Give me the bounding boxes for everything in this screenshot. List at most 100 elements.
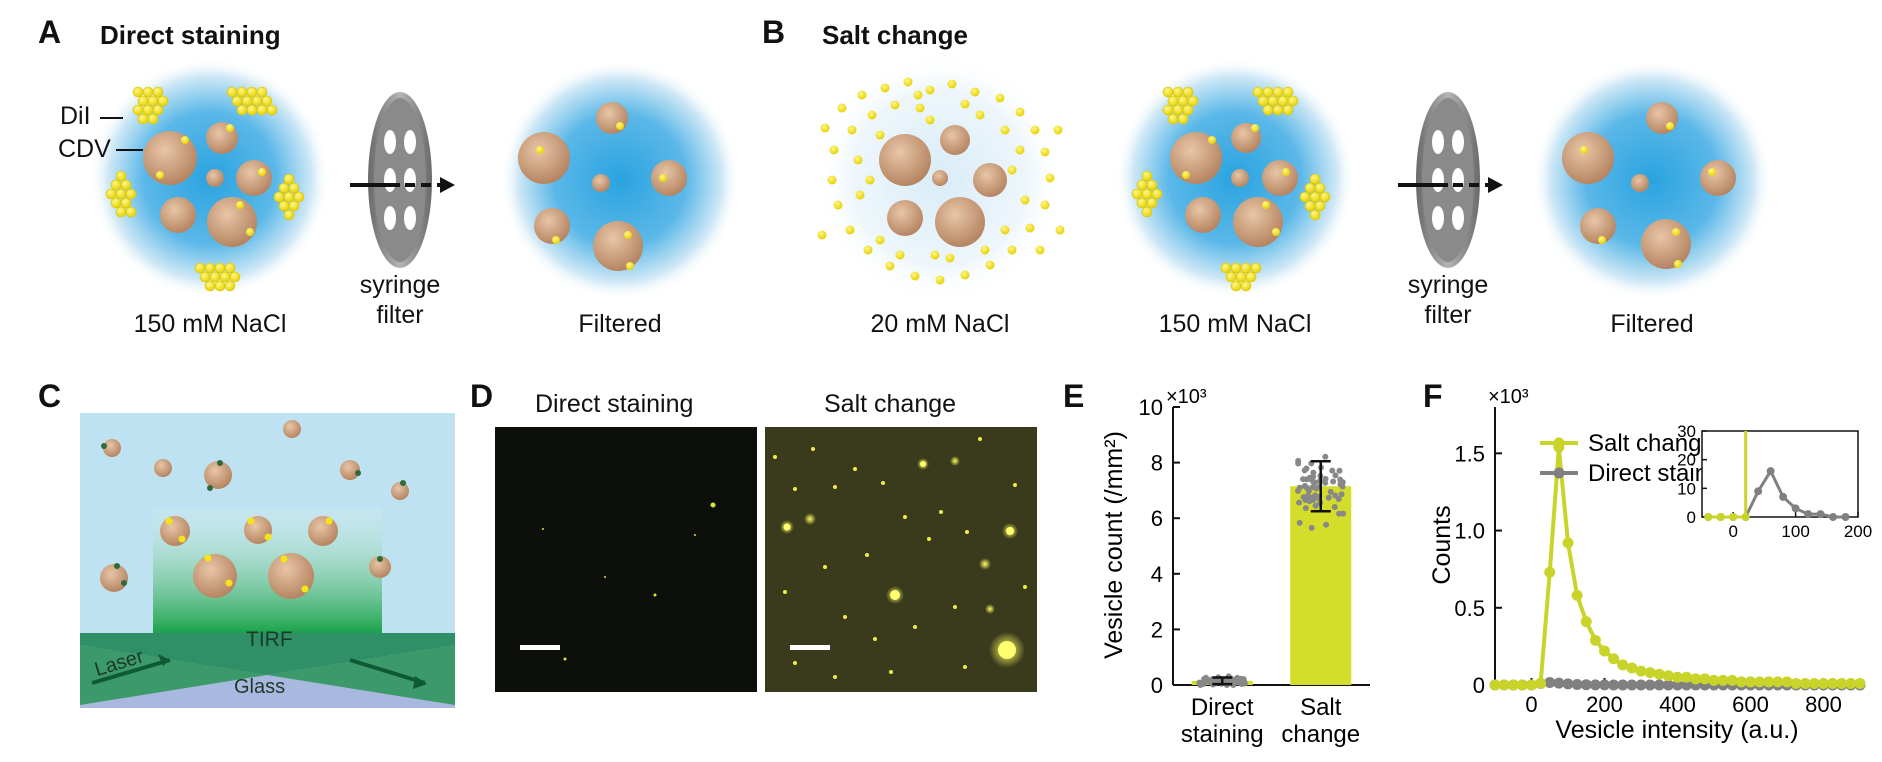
- e-data-point: [1296, 519, 1303, 526]
- f-inset-x-tick-label: 100: [1781, 522, 1809, 541]
- f-exponent-label: ×10³: [1488, 386, 1529, 408]
- f-inset-data-point: [1791, 504, 1800, 513]
- f-data-point: [1544, 566, 1556, 578]
- filter-arrow-a-icon: [350, 177, 455, 193]
- panel-a-title: Direct staining: [100, 20, 281, 50]
- panel-f-label: F: [1423, 378, 1443, 414]
- f-data-point: [1772, 676, 1784, 688]
- f-data-point: [1644, 667, 1656, 679]
- schematic-ab: [90, 53, 1772, 303]
- e-data-point: [1322, 453, 1329, 460]
- e-data-point: [1325, 494, 1332, 501]
- f-inset-data-point: [1816, 510, 1825, 519]
- f-data-point: [1653, 668, 1665, 680]
- f-data-point: [1589, 679, 1601, 691]
- f-inset-data-point: [1704, 513, 1713, 521]
- e-data-point: [1336, 467, 1343, 474]
- e-data-point: [1332, 472, 1339, 479]
- filter-caption-line2: filter: [1424, 301, 1472, 329]
- panel-c-label: C: [38, 378, 62, 414]
- f-data-point: [1845, 677, 1857, 689]
- f-data-point: [1763, 676, 1775, 688]
- f-data-point: [1535, 677, 1547, 689]
- panel-d-left-title: Direct staining: [535, 390, 694, 418]
- e-category-label: Salt: [1300, 694, 1342, 721]
- f-data-point: [1599, 645, 1610, 657]
- f-data-point: [1790, 677, 1802, 689]
- e-y-tick-label: 0: [1151, 673, 1163, 698]
- f-inset-y-tick-label: 30: [1677, 422, 1696, 441]
- chart-e: 0 2 4 6 8 10 ×10³ Vesicle count (/mm²) Direct…: [1100, 386, 1370, 748]
- f-data-point: [1507, 679, 1519, 691]
- f-data-point: [1589, 634, 1601, 646]
- e-data-point: [1296, 499, 1303, 506]
- f-x-tick-label: 200: [1586, 692, 1623, 717]
- f-data-point: [1690, 673, 1702, 685]
- f-inset-y-tick-label: 10: [1677, 479, 1696, 498]
- f-inset-data-point: [1754, 487, 1763, 496]
- f-y-axis-label: Counts: [1428, 505, 1456, 584]
- f-data-point: [1672, 679, 1683, 691]
- panel-a-filtered-drop: [500, 60, 740, 300]
- e-data-point: [1338, 491, 1345, 498]
- panel-a-label: A: [38, 14, 62, 50]
- f-data-point: [1808, 677, 1820, 689]
- e-y-tick-label: 10: [1139, 395, 1163, 420]
- f-data-point: [1635, 665, 1647, 677]
- e-data-point: [1301, 482, 1308, 489]
- e-data-point: [1241, 680, 1248, 687]
- f-inset-data-point: [1829, 513, 1838, 521]
- filter-caption-line2: filter: [376, 301, 424, 329]
- f-data-point: [1662, 670, 1674, 682]
- f-data-point: [1553, 677, 1565, 689]
- f-data-point: [1836, 677, 1848, 689]
- panel-a-caption-filtered: Filtered: [578, 310, 662, 338]
- f-data-point: [1580, 679, 1592, 691]
- e-data-point: [1331, 503, 1338, 510]
- f-inset-data-point: [1729, 513, 1738, 521]
- f-data-point: [1653, 679, 1665, 691]
- f-inset-x-tick-label: 200: [1844, 522, 1872, 541]
- chart-f: 00.51.01.50 200 400 600 800 ×10³ Counts Vesi…: [1428, 386, 1872, 744]
- f-data-point: [1599, 679, 1610, 691]
- e-category-label: Direct: [1191, 694, 1254, 721]
- e-data-point: [1339, 479, 1346, 486]
- f-inset-x-tick-label: 0: [1728, 522, 1737, 541]
- f-data-point: [1644, 679, 1656, 691]
- f-inset-data-point: [1741, 513, 1750, 521]
- f-data-point: [1571, 679, 1583, 691]
- e-bar: [1290, 486, 1352, 685]
- f-data-point: [1754, 676, 1766, 688]
- f-data-point: [1745, 676, 1756, 688]
- dii-aggregates-b: [1131, 86, 1331, 292]
- syringe-filter-a-icon: [368, 92, 432, 268]
- f-data-point: [1708, 674, 1720, 686]
- f-data-point: [1544, 677, 1556, 689]
- panel-d-right-title: Salt change: [824, 390, 957, 418]
- f-data-point: [1526, 679, 1537, 691]
- scale-bar-left: [520, 645, 560, 650]
- f-data-point: [1799, 677, 1811, 689]
- f-inset-data-point: [1716, 513, 1725, 521]
- fluorescence-micrographs: [495, 427, 1037, 692]
- f-inset-data-point: [1779, 492, 1788, 501]
- panel-b-caption-150mm: 150 mM NaCl: [1158, 310, 1312, 338]
- syringe-filter-b-icon: [1416, 92, 1480, 268]
- e-data-point: [1303, 465, 1310, 472]
- f-data-point: [1726, 674, 1738, 686]
- f-data-point: [1672, 671, 1683, 683]
- e-data-point: [1322, 479, 1329, 486]
- f-data-point: [1489, 679, 1501, 691]
- f-data-point: [1818, 677, 1829, 689]
- panel-b-title: Salt change: [822, 20, 968, 50]
- f-x-tick-label: 800: [1805, 692, 1842, 717]
- e-data-point: [1300, 494, 1307, 501]
- e-data-point: [1296, 484, 1303, 491]
- free-dii-dyes-b: [817, 77, 1065, 285]
- e-data-point: [1323, 521, 1330, 528]
- f-data-point: [1699, 673, 1711, 685]
- f-data-point: [1580, 616, 1592, 628]
- e-data-point: [1308, 524, 1315, 531]
- e-y-axis-label: Vesicle count (/mm²): [1100, 431, 1128, 659]
- e-exponent-label: ×10³: [1166, 386, 1207, 408]
